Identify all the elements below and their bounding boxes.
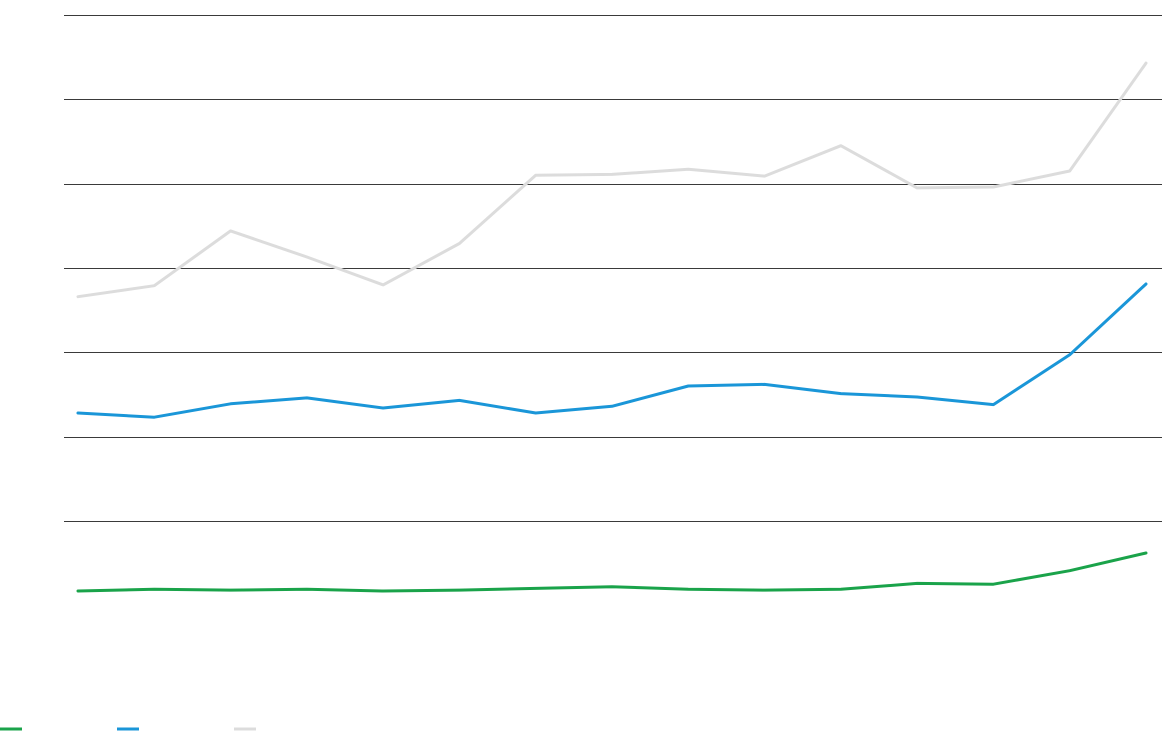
series-line [76,61,1148,299]
series-line [76,551,1148,593]
series-line [76,282,1148,419]
